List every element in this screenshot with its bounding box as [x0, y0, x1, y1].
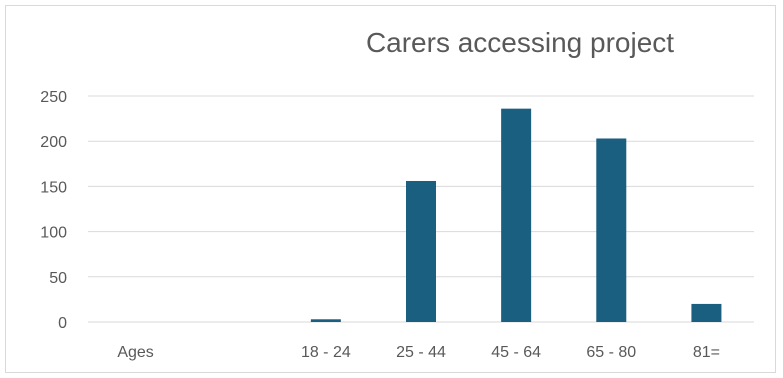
- x-category-label: 18 - 24: [301, 344, 351, 361]
- chart-frame: [5, 5, 776, 373]
- y-axis-tick-labels: 0 50 100 150 200 250: [40, 89, 67, 332]
- y-tick-label: 250: [40, 89, 67, 106]
- x-axis-category-labels: Ages 18 - 24 25 - 44 45 - 64 65 - 80 81=: [117, 344, 720, 361]
- x-category-label: 65 - 80: [586, 344, 636, 361]
- chart-title: Carers accessing project: [365, 27, 675, 58]
- bars: [310, 108, 722, 322]
- bar: [406, 180, 436, 322]
- x-category-label: 45 - 64: [491, 344, 541, 361]
- bar: [310, 319, 341, 322]
- bar: [501, 108, 532, 322]
- bar: [596, 138, 627, 322]
- y-tick-label: 50: [49, 270, 67, 287]
- y-tick-label: 150: [40, 179, 67, 196]
- y-tick-label: 200: [40, 134, 67, 151]
- y-tick-label: 0: [58, 315, 67, 332]
- bar: [691, 303, 722, 322]
- y-tick-label: 100: [40, 225, 67, 242]
- x-category-label: 81=: [693, 344, 720, 361]
- x-category-label: Ages: [117, 344, 153, 361]
- x-category-label: 25 - 44: [396, 344, 446, 361]
